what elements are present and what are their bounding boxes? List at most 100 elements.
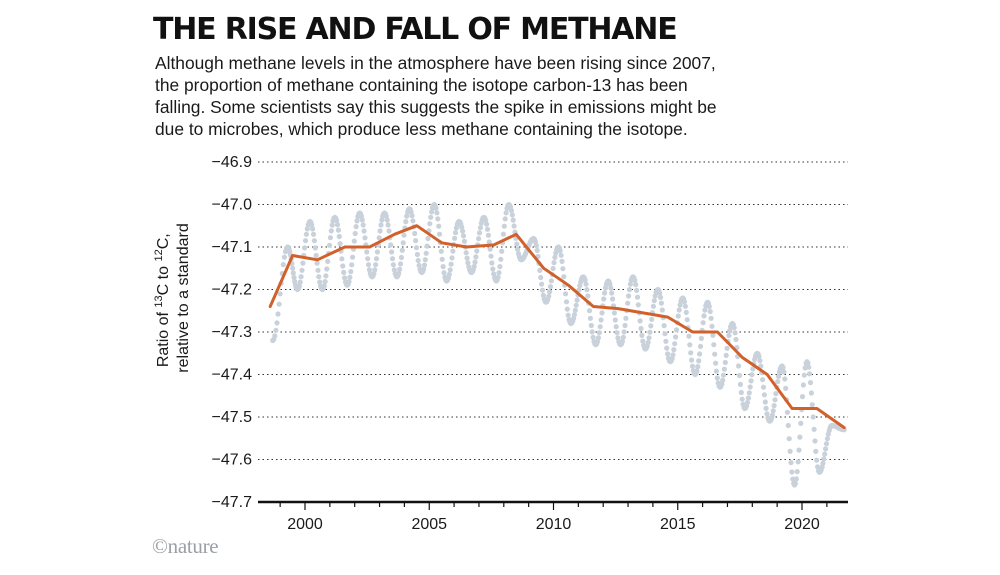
measurement-dot: [651, 298, 657, 304]
measurement-dot: [374, 249, 380, 255]
measurement-dot: [709, 323, 715, 329]
measurement-dot: [702, 307, 708, 313]
measurement-dot: [657, 294, 664, 300]
measurement-dot: [450, 248, 456, 254]
measurement-dot: [322, 279, 328, 285]
measurement-dot: [472, 259, 478, 265]
measurement-dot: [621, 329, 627, 335]
measurement-dot: [452, 235, 458, 241]
measurement-dot: [424, 243, 430, 249]
measurement-dot: [298, 274, 304, 280]
measurement-dot: [314, 260, 320, 266]
y-tick-label: −47.6: [212, 452, 253, 469]
measurement-dot: [771, 403, 777, 409]
measurement-dot: [335, 227, 341, 233]
measurement-dot: [390, 262, 396, 268]
measurement-dot: [464, 255, 470, 261]
measurement-dot: [736, 363, 742, 369]
measurement-dot: [720, 372, 727, 378]
measurement-dot: [724, 345, 730, 351]
measurement-dot: [485, 232, 491, 238]
measurement-dot: [682, 303, 689, 309]
subtitle-line: the proportion of methane containing the…: [155, 75, 688, 95]
measurement-dot: [336, 233, 342, 240]
measurement-dot: [732, 330, 738, 336]
measurement-dot: [689, 357, 695, 363]
measurement-dot: [813, 448, 819, 454]
measurement-dot: [334, 218, 340, 224]
measurement-dot: [664, 345, 670, 351]
measurement-dot: [733, 336, 739, 343]
measurement-dot: [610, 296, 616, 302]
measurement-dot: [783, 385, 789, 391]
measurement-dot: [488, 253, 494, 259]
measurement-dot: [459, 224, 465, 230]
measurement-dot: [273, 327, 279, 333]
measurement-dot: [794, 469, 800, 475]
measurement-dot: [515, 246, 521, 252]
measurement-dot: [745, 395, 752, 401]
measurement-dot: [354, 218, 360, 224]
measurement-dot: [772, 397, 778, 403]
measurement-dot: [749, 372, 755, 378]
measurement-dot: [342, 275, 348, 281]
measurement-dot: [564, 306, 570, 312]
subtitle-line: due to microbes, which produce less meth…: [155, 119, 688, 139]
measurement-dot: [372, 267, 378, 273]
measurement-dot: [310, 226, 316, 232]
measurement-dot: [423, 250, 429, 256]
measurement-dot: [565, 312, 571, 318]
measurement-dot: [662, 331, 668, 337]
measurement-dot: [632, 277, 638, 283]
measurement-dot: [673, 334, 679, 340]
measurement-dot: [707, 308, 713, 315]
measurement-dot: [409, 213, 415, 219]
measurement-dot: [537, 267, 543, 273]
measurement-dot: [396, 270, 402, 276]
measurement-dot: [484, 226, 491, 232]
measurement-dot: [821, 456, 827, 462]
measurement-dot: [770, 408, 776, 414]
measurement-dot: [341, 269, 347, 275]
measurement-dot: [312, 245, 318, 251]
chart-title: THE RISE AND FALL OF METHANE: [153, 12, 678, 47]
measurement-dot: [429, 209, 435, 215]
measurement-dot: [477, 225, 483, 231]
measurement-dot: [337, 241, 343, 247]
measurement-dot: [397, 266, 403, 272]
measurement-dot: [385, 222, 391, 228]
measurement-dot: [471, 263, 477, 270]
measurement-dot: [487, 246, 493, 252]
measurement-dot: [695, 364, 701, 370]
measurement-dot: [764, 411, 770, 417]
isotope-superscript: 12: [153, 249, 165, 261]
measurement-dot: [563, 299, 570, 305]
measurement-dot: [291, 274, 297, 281]
measurement-dot: [348, 269, 354, 275]
measurement-dot: [712, 351, 718, 357]
measurement-dot: [647, 329, 653, 335]
measurement-dot: [670, 352, 676, 358]
measurement-dot: [586, 308, 593, 314]
measurement-dot: [373, 256, 380, 262]
measurement-dot: [760, 377, 766, 383]
measurement-dot: [788, 460, 794, 466]
measurement-dot: [401, 232, 407, 238]
measurement-dot: [538, 274, 544, 281]
measurement-dot: [547, 284, 554, 290]
measurement-dot: [688, 350, 694, 356]
measurement-dot: [673, 327, 680, 333]
measurement-dot: [325, 258, 331, 264]
measurement-dot: [789, 469, 795, 475]
measurement-dot: [708, 315, 714, 321]
measurement-dot: [637, 318, 643, 324]
measurement-dot: [675, 313, 681, 319]
measurement-dot: [589, 329, 595, 335]
trend-line: [268, 224, 846, 430]
measurement-dot: [533, 242, 539, 249]
measurement-dot: [612, 317, 618, 323]
measurement-dot: [412, 230, 418, 237]
measurement-dot: [807, 371, 813, 377]
measurement-dot: [546, 293, 552, 299]
measurement-dot: [649, 316, 655, 322]
